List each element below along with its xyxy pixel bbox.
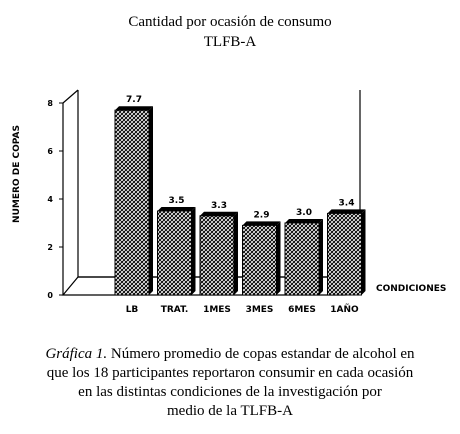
x-tick-label: LB	[126, 305, 139, 315]
bar-top	[285, 219, 323, 223]
x-tick-label: 3MES	[246, 305, 274, 315]
bar-top	[157, 207, 196, 211]
bar-face	[157, 210, 192, 296]
y-axis-label: NUMERO DE COPAS	[12, 125, 22, 223]
x-tick-label: 1AÑO	[330, 304, 359, 315]
chart-subtitle: TLFB-A	[203, 34, 257, 50]
bar-top	[200, 211, 238, 216]
left-wall-top	[62, 89, 79, 104]
caption-line-4: medio de la TLFB-A	[167, 403, 293, 419]
y-tick-label: 6	[47, 147, 53, 156]
bar-side	[319, 219, 323, 295]
caption-line-3: en las distintas condiciones de la inves…	[78, 384, 382, 400]
caption-line-1: Número promedio de copas estandar de alc…	[110, 346, 415, 362]
bar-side	[191, 207, 196, 295]
bar	[114, 106, 153, 296]
chart-title: Cantidad por ocasión de consumo	[128, 14, 332, 30]
bar-top	[327, 209, 366, 214]
bar-top	[115, 106, 153, 111]
y-tick-label: 8	[47, 99, 53, 108]
data-labels: 7.7 3.5 3.3 2.9 3.0 3.4	[126, 95, 354, 220]
bar	[327, 209, 366, 296]
bar-face	[327, 212, 362, 296]
bar	[242, 221, 281, 296]
caption-line-2: que los 18 participantes reportaron cons…	[46, 365, 414, 381]
y-axis: 0 2 4 6 8	[47, 99, 63, 300]
bars	[114, 106, 366, 296]
bar	[284, 219, 323, 296]
x-tick-label: 1MES	[203, 305, 231, 315]
x-tick-label: TRAT.	[161, 305, 189, 315]
data-label: 2.9	[254, 210, 270, 220]
bar-face	[114, 109, 150, 296]
caption-label: Gráfica 1.	[45, 346, 108, 362]
data-label: 3.4	[339, 198, 355, 208]
x-axis: LB TRAT. 1MES 3MES 6MES 1AÑO	[126, 304, 359, 315]
bar-side	[361, 209, 366, 295]
y-tick-label: 0	[47, 291, 53, 300]
data-label: 3.5	[169, 196, 185, 206]
data-label: 3.0	[296, 208, 312, 218]
x-axis-label: CONDICIONES	[376, 284, 446, 294]
bar-face	[284, 222, 320, 296]
x-tick-label: 6MES	[288, 305, 316, 315]
bar-side	[149, 106, 153, 295]
data-label: 3.3	[211, 201, 227, 211]
y-tick-label: 2	[47, 243, 53, 252]
bar-side	[234, 211, 238, 295]
figure-caption: Gráfica 1. Número promedio de copas esta…	[0, 345, 460, 421]
bar-side	[276, 221, 281, 295]
bar-chart: 0 2 4 6 8 7.7 3.5 3.3 2.9 3.0 3.4 LB TRAT. 1MES 3MES…	[12, 89, 446, 315]
bar	[157, 207, 196, 296]
bar-face	[199, 215, 235, 296]
data-label: 7.7	[126, 95, 142, 105]
bar-top	[242, 221, 281, 226]
bar	[199, 211, 238, 296]
y-tick-label: 4	[47, 195, 53, 204]
bar-face	[242, 224, 277, 296]
